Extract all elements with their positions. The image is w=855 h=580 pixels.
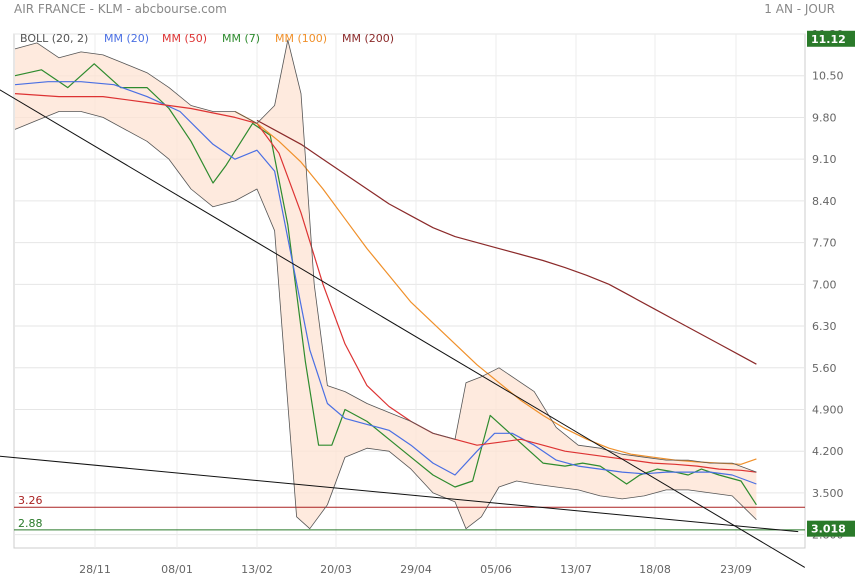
x-tick-label: 28/11 (79, 563, 111, 576)
legend-item: MM (20) (104, 32, 149, 45)
price-tag-box (807, 30, 855, 47)
x-tick-label: 13/07 (560, 563, 592, 576)
bollinger-band-fill (15, 40, 757, 529)
period-label: 1 AN - JOUR (764, 2, 835, 16)
chart-title: AIR FRANCE - KLM - abcbourse.com (14, 2, 227, 16)
x-tick-label: 20/03 (320, 563, 352, 576)
y-tick-label: 7.70 (812, 237, 837, 250)
series-line (14, 63, 757, 506)
trendlines (0, 89, 806, 568)
legend: BOLL (20, 2) MM (20) MM (50) MM (7) MM (100)… (20, 32, 394, 45)
series-line (14, 81, 757, 485)
y-tick-label: 9.80 (812, 111, 837, 124)
y-tick-label: 4.200 (812, 445, 844, 458)
legend-item: MM (100) (275, 32, 327, 45)
trendline (0, 455, 799, 533)
y-tick-label: 8.40 (812, 195, 837, 208)
y-tick-label: 6.30 (812, 320, 837, 333)
series-line (256, 119, 757, 365)
reference-line-label: 3.26 (18, 494, 43, 507)
x-tick-label: 13/02 (241, 563, 273, 576)
y-tick-label: 4.900 (812, 403, 844, 416)
x-tick-label: 08/01 (161, 563, 193, 576)
x-tick-label: 18/08 (639, 563, 671, 576)
x-tick-label: 23/09 (720, 563, 752, 576)
y-tick-label: 5.60 (812, 362, 837, 375)
legend-item: MM (50) (162, 32, 207, 45)
trendline (0, 89, 806, 568)
x-tick-label: 29/04 (400, 563, 432, 576)
y-tick-label: 3.500 (812, 487, 844, 500)
x-tick-label: 05/06 (480, 563, 512, 576)
price-tags: 11.12 3.018 (807, 30, 855, 537)
y-axis-labels: 11.2010.509.809.108.407.707.006.305.604.… (812, 28, 844, 542)
x-axis-labels: 28/11 08/01 13/02 20/03 29/04 05/06 13/07 18/08… (79, 563, 752, 576)
y-tick-label: 7.00 (812, 278, 837, 291)
series-layer (14, 39, 757, 530)
reference-lines: 3.26 2.88 (14, 494, 805, 531)
series-line (14, 39, 757, 473)
series-line (14, 111, 757, 530)
reference-line-label: 2.88 (18, 517, 43, 530)
y-tick-label: 9.10 (812, 153, 837, 166)
legend-item: MM (7) (222, 32, 260, 45)
y-tick-label: 10.50 (812, 70, 844, 83)
price-tag-box (807, 520, 855, 537)
y-gridlines (14, 33, 805, 536)
price-tag-label: 3.018 (811, 523, 846, 536)
legend-item: BOLL (20, 2) (20, 32, 88, 45)
legend-item: MM (200) (342, 32, 394, 45)
price-tag-label: 11.12 (811, 33, 846, 46)
